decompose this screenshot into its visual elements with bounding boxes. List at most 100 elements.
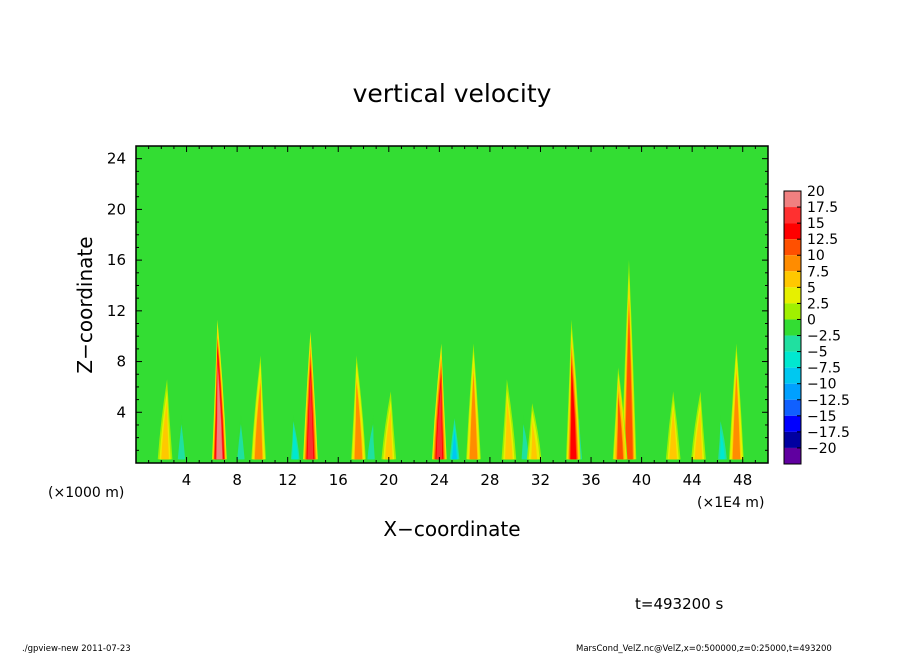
downdraft-plume — [235, 415, 247, 460]
colorbar-swatch — [784, 303, 801, 320]
downdraft-plume — [175, 415, 188, 460]
footer-left-text: ./gpview-new 2011-07-23 — [22, 644, 131, 654]
colorbar-label: −2.5 — [807, 329, 841, 345]
colorbar-label: 12.5 — [807, 232, 838, 248]
x-tick-label: 48 — [733, 471, 752, 489]
colorbar-label: −20 — [807, 441, 837, 457]
plume-contour — [307, 372, 314, 460]
plume-contour — [216, 364, 223, 460]
y-tick-label: 20 — [107, 200, 126, 218]
plume-contour — [292, 430, 298, 460]
colorbar-swatch — [784, 447, 801, 464]
x-tick-label: 4 — [182, 471, 192, 489]
colorbar-label: 2.5 — [807, 296, 829, 312]
chart-title: vertical velocity — [353, 79, 552, 108]
x-tick-label: 8 — [232, 471, 242, 489]
colorbar-label: −10 — [807, 377, 837, 393]
x-tick-label: 16 — [329, 471, 348, 489]
x-axis-label: X−coordinate — [383, 517, 520, 541]
plume-contour — [570, 364, 577, 460]
x-tick-label: 32 — [531, 471, 550, 489]
updraft-plume — [691, 391, 706, 460]
y-axis-label: Z−coordinate — [73, 236, 97, 373]
colorbar-swatch — [784, 399, 801, 416]
colorbar-swatch — [784, 367, 801, 384]
colorbar-swatch — [784, 415, 801, 432]
plume-contour — [626, 322, 632, 460]
updraft-plume — [212, 319, 227, 460]
heatmap-field — [136, 146, 768, 463]
colorbar-label: −17.5 — [807, 425, 850, 441]
plume-contour — [436, 380, 443, 460]
updraft-plume — [501, 379, 517, 460]
plume-contour — [695, 413, 702, 460]
updraft-plume — [621, 260, 637, 460]
x-tick-label: 44 — [683, 471, 702, 489]
y-tick-label: 16 — [107, 251, 126, 269]
colorbar-label: −15 — [807, 409, 837, 425]
colorbar-swatch — [784, 351, 801, 368]
plume-contour — [385, 413, 392, 460]
plume-contour — [670, 413, 677, 460]
colorbar-label: 0 — [807, 312, 816, 328]
footer-right-text: MarsCond_VelZ.nc@VelZ,x=0:500000,z=0:250… — [576, 644, 832, 654]
colorbar-swatch — [784, 431, 801, 448]
plume-contour — [255, 388, 262, 460]
downdraft-plume — [289, 415, 301, 460]
plume-contour — [470, 380, 477, 460]
colorbar-swatch — [784, 223, 801, 240]
colorbar-swatch — [784, 287, 801, 304]
colorbar-swatch — [784, 335, 801, 352]
plume-contour — [162, 405, 169, 460]
updraft-plume — [566, 319, 581, 460]
updraft-plume — [729, 343, 744, 460]
time-label: t=493200 s — [635, 595, 723, 613]
x-unit-left-label: (×1000 m) — [48, 485, 124, 501]
downdraft-plume — [448, 415, 461, 460]
plume-contour — [238, 430, 244, 460]
colorbar-label: 20 — [807, 184, 825, 200]
x-tick-label: 40 — [632, 471, 651, 489]
colorbar-label: 17.5 — [807, 200, 838, 216]
x-tick-label: 20 — [379, 471, 398, 489]
updraft-plume — [303, 331, 318, 460]
x-tick-label: 12 — [278, 471, 297, 489]
updraft-plume — [251, 355, 266, 460]
updraft-plume — [612, 367, 628, 460]
y-axis: 4 8 12 16 20 24 — [107, 150, 768, 451]
updraft-plume — [466, 343, 481, 460]
colorbar-label: −12.5 — [807, 393, 850, 409]
colorbar-swatch — [784, 271, 801, 288]
colorbar-label: 7.5 — [807, 264, 829, 280]
updraft-plume — [381, 391, 397, 460]
colorbar-label: 5 — [807, 280, 816, 296]
plume-contour — [368, 430, 374, 460]
x-tick-label: 36 — [581, 471, 600, 489]
colorbar-frame — [783, 190, 802, 465]
colorbar-swatch — [784, 207, 801, 224]
plume-contour — [522, 430, 528, 460]
colorbar-swatch — [784, 191, 801, 208]
plume-contour — [355, 388, 362, 460]
colorbar-swatch — [784, 319, 801, 336]
colorbar-label: −7.5 — [807, 361, 841, 377]
heatmap-background — [136, 146, 768, 463]
y-tick-label: 12 — [107, 302, 126, 320]
updraft-plume — [351, 355, 366, 460]
plume-contour — [505, 405, 512, 460]
colorbar-label: 10 — [807, 248, 825, 264]
downdraft-plume — [365, 415, 377, 460]
plume-contour — [733, 380, 740, 460]
downdraft-plume — [716, 415, 729, 460]
updraft-plume — [665, 391, 681, 460]
x-tick-label: 28 — [480, 471, 499, 489]
x-tick-label: 24 — [430, 471, 449, 489]
colorbar-swatch — [784, 383, 801, 400]
x-unit-right-label: (×1E4 m) — [697, 495, 764, 511]
y-tick-label: 8 — [116, 353, 126, 371]
y-tick-label: 4 — [116, 403, 126, 421]
plume-contour — [452, 430, 457, 460]
colorbar-label: −5 — [807, 345, 828, 361]
updraft-plume — [157, 379, 173, 460]
